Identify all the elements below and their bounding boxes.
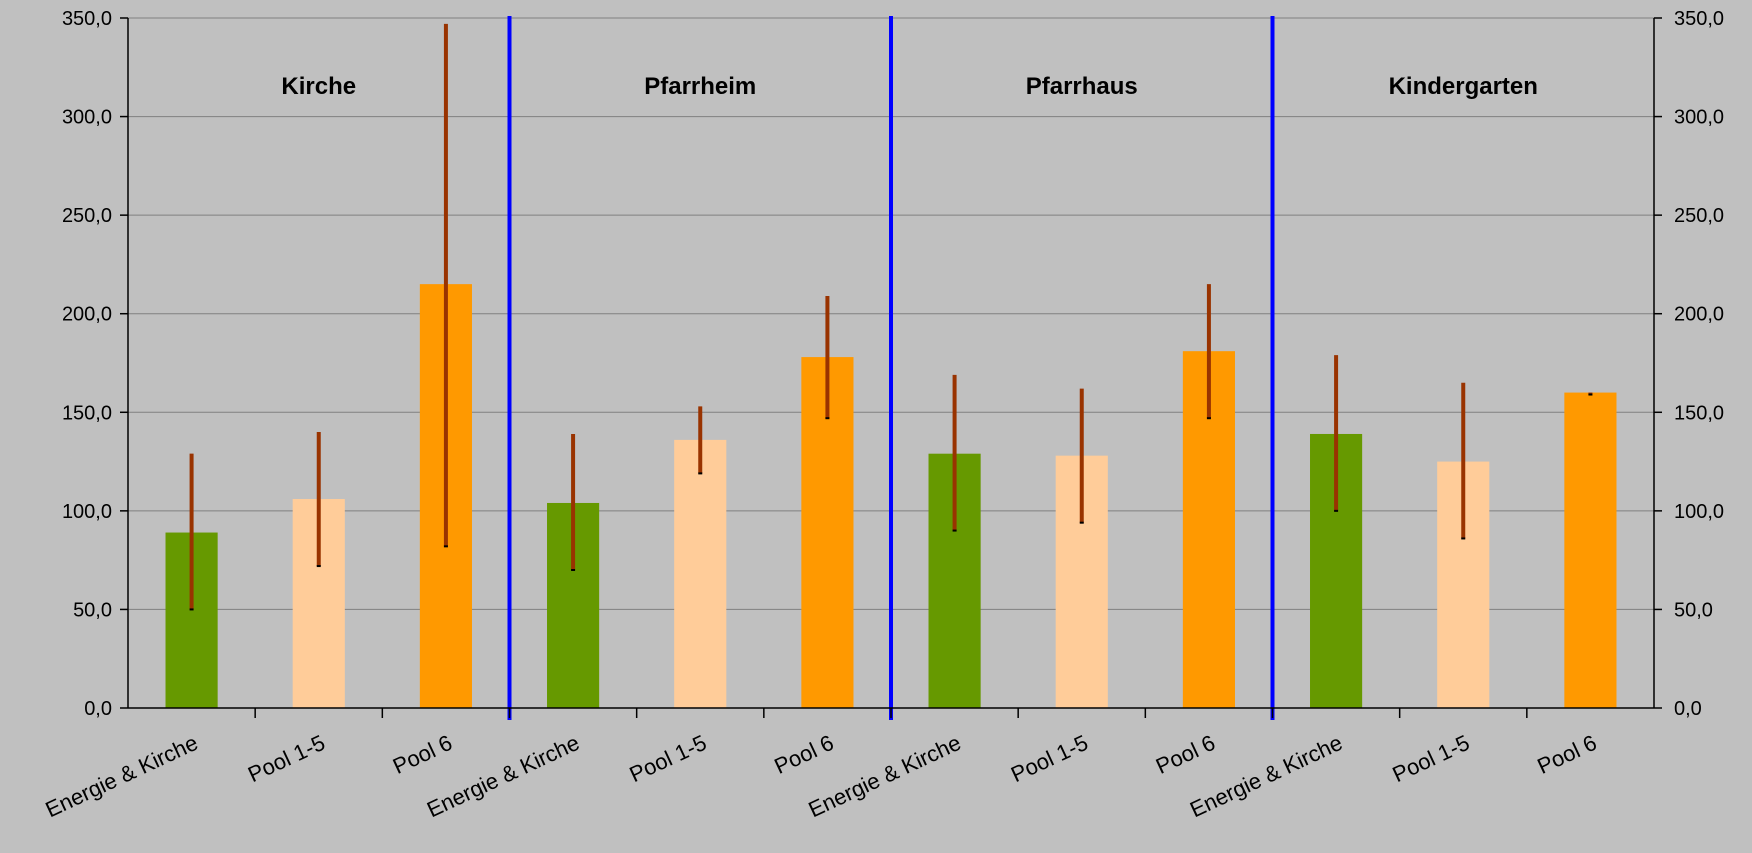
y-tick-label-right: 0,0 [1674, 698, 1702, 720]
y-tick-label-right: 250,0 [1674, 205, 1724, 227]
x-category-label: Energie & Kirche [42, 730, 202, 822]
bar [674, 440, 726, 708]
x-category-label: Pool 1-5 [626, 730, 711, 787]
group-label: Kirche [281, 73, 356, 100]
y-tick-label-left: 350,0 [62, 8, 112, 30]
y-tick-label-left: 300,0 [62, 107, 112, 129]
x-category-label: Pool 1-5 [244, 730, 329, 787]
group-separators [510, 16, 1273, 720]
bar [1564, 393, 1616, 708]
y-tick-label-left: 150,0 [62, 402, 112, 424]
y-tick-label-right: 50,0 [1674, 599, 1713, 621]
x-category-label: Pool 1-5 [1389, 730, 1474, 787]
x-category-label: Pool 6 [1533, 730, 1600, 779]
x-category-label: Pool 6 [770, 730, 837, 779]
y-tick-label-right: 150,0 [1674, 402, 1724, 424]
x-category-label: Pool 6 [389, 730, 456, 779]
y-tick-label-left: 250,0 [62, 205, 112, 227]
y-tick-label-left: 0,0 [84, 698, 112, 720]
group-label: Pfarrheim [644, 73, 756, 100]
group-label: Kindergarten [1389, 73, 1538, 100]
y-tick-label-left: 200,0 [62, 304, 112, 326]
y-tick-label-left: 100,0 [62, 501, 112, 523]
y-tick-label-right: 350,0 [1674, 8, 1724, 30]
x-category-label: Pool 6 [1152, 730, 1219, 779]
y-tick-label-right: 300,0 [1674, 107, 1724, 129]
y-tick-label-left: 50,0 [73, 599, 112, 621]
group-label: Pfarrhaus [1026, 73, 1138, 100]
y-tick-label-right: 100,0 [1674, 501, 1724, 523]
x-category-label: Pool 1-5 [1007, 730, 1092, 787]
y-tick-label-right: 200,0 [1674, 304, 1724, 326]
